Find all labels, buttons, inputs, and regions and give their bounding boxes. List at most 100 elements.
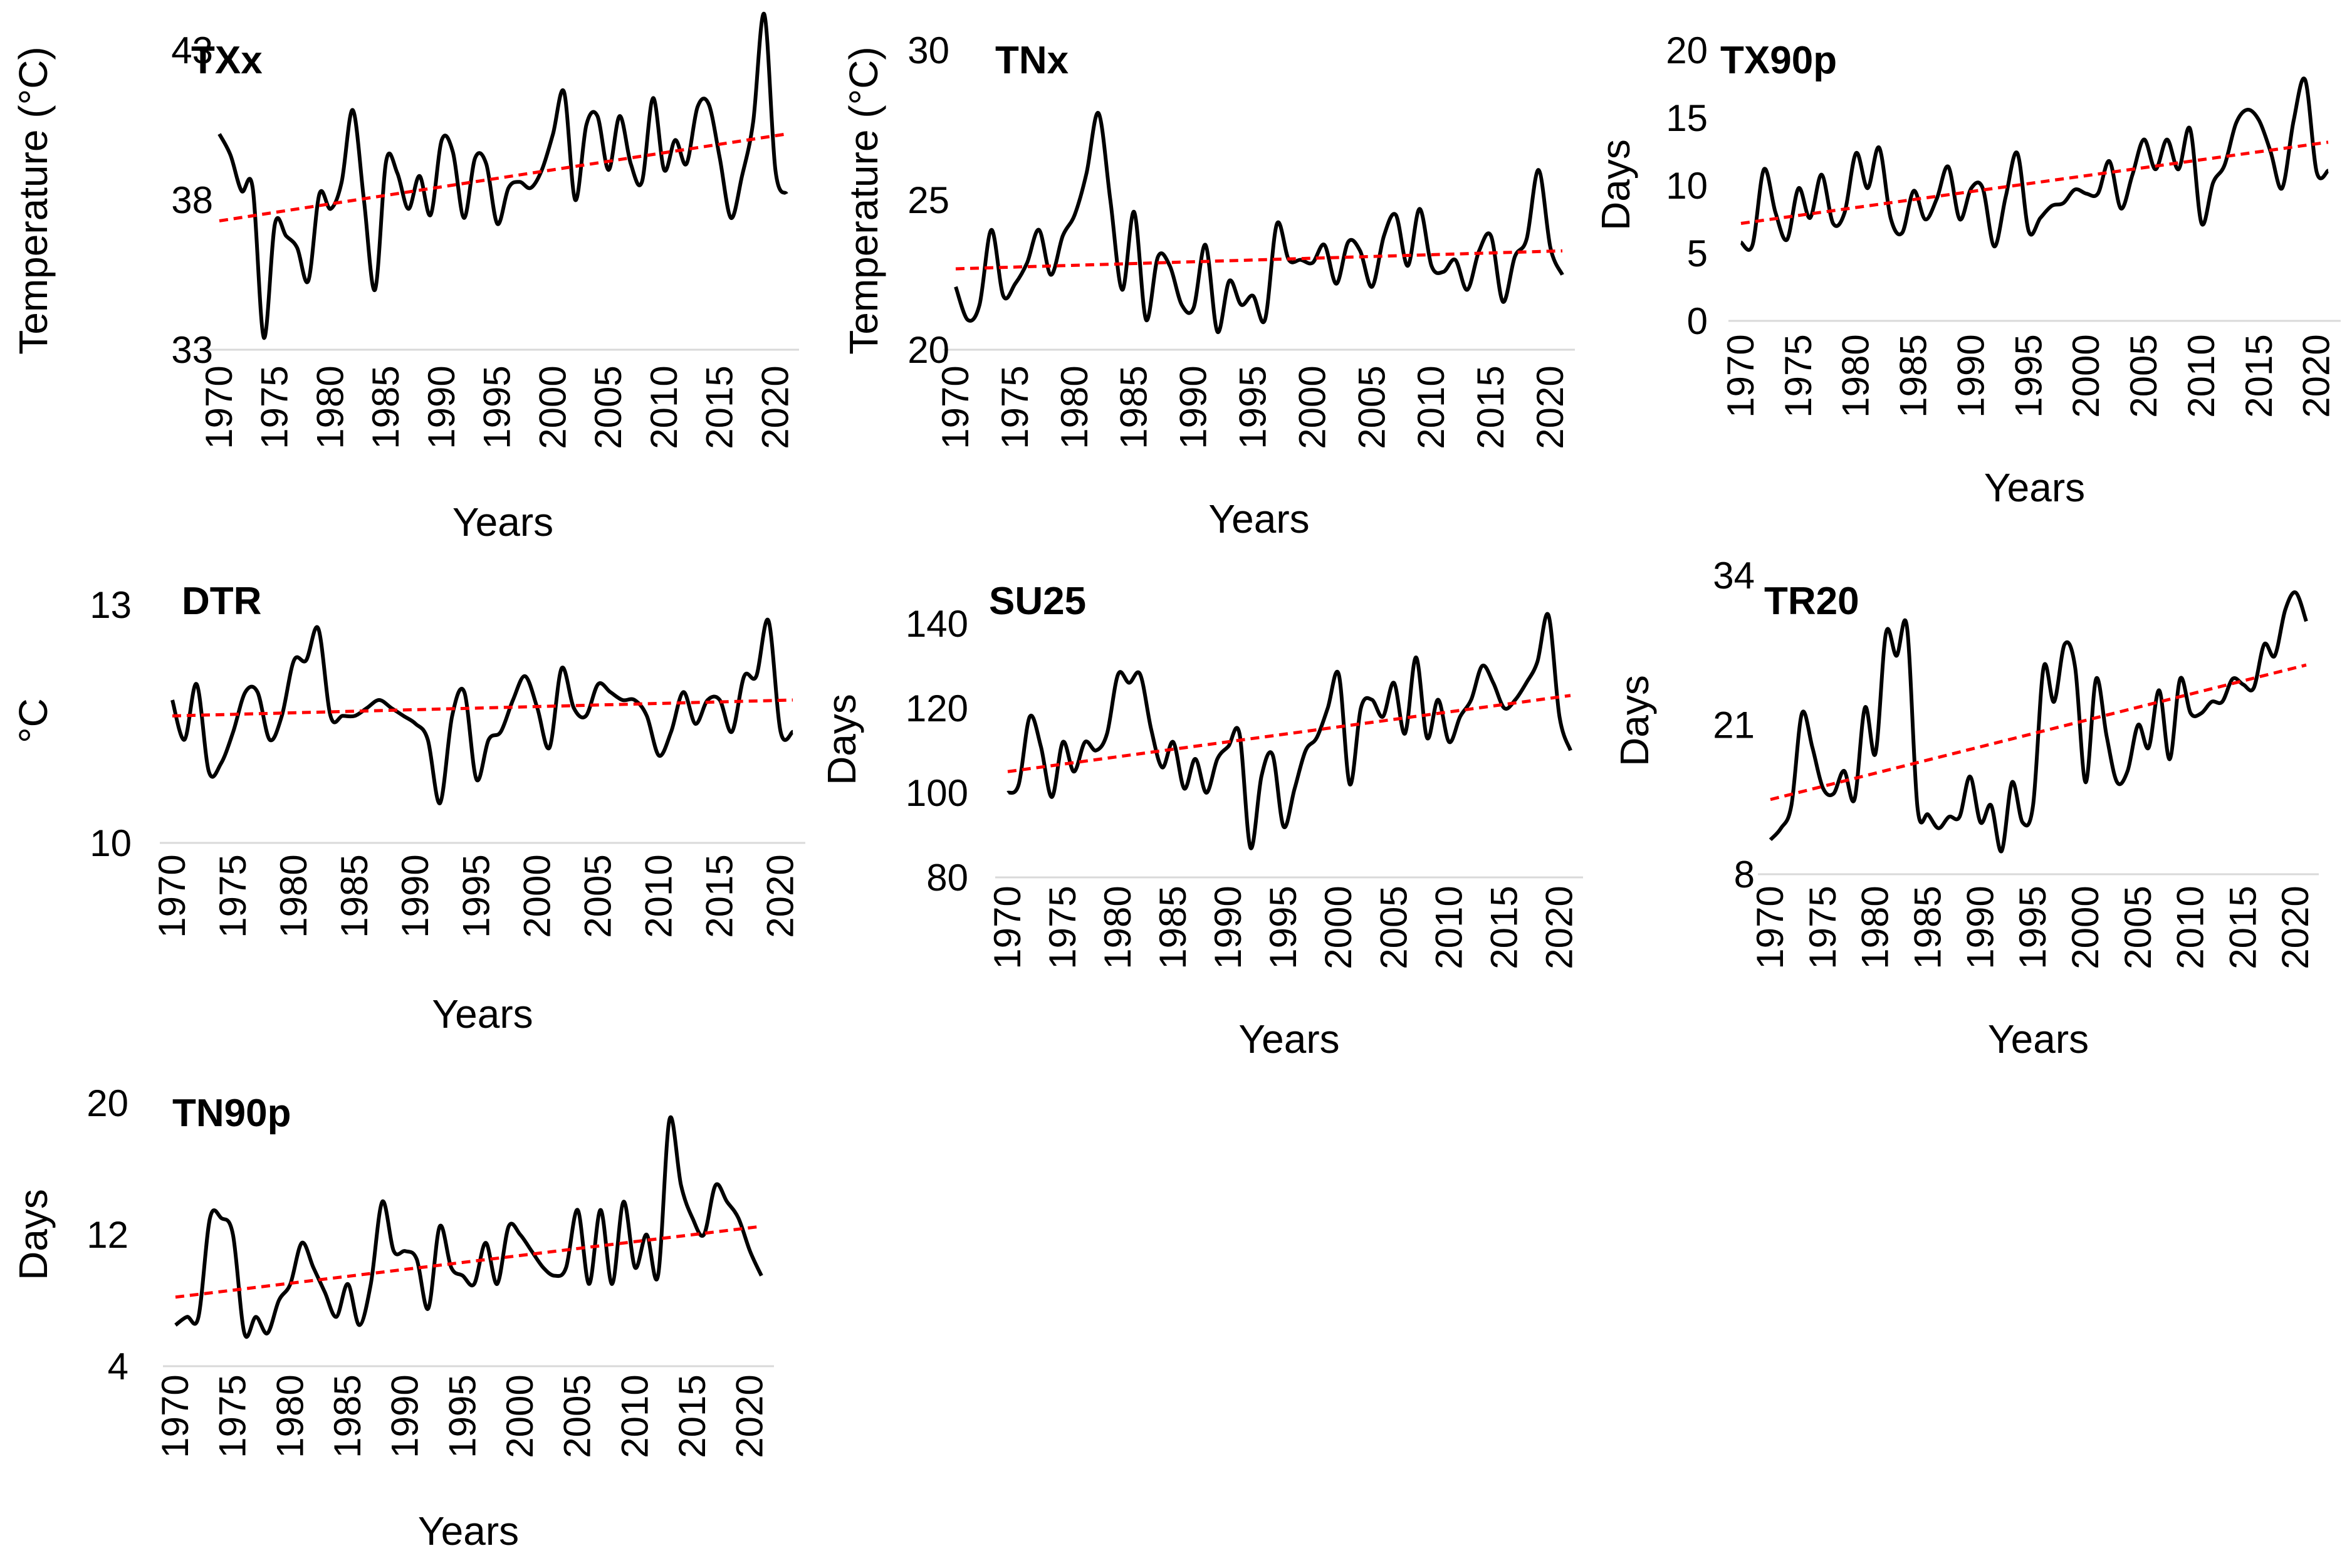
x-axis-title: Years	[1988, 1017, 2089, 1062]
x-tick-label: 1975	[212, 854, 254, 938]
x-tick-label: 1985	[1893, 334, 1935, 417]
x-tick-label: 1970	[1720, 334, 1762, 417]
x-tick-label: 2000	[2064, 886, 2106, 969]
x-tick-label: 1990	[384, 1374, 426, 1458]
y-tick-label: 25	[907, 179, 949, 221]
y-tick-label: 20	[86, 1082, 128, 1124]
x-tick-label: 2020	[729, 1374, 771, 1458]
x-tick-label: 2015	[2222, 886, 2264, 969]
series-line	[217, 12, 788, 340]
x-tick-label: 2000	[2065, 334, 2107, 417]
x-tick-label: 1975	[994, 365, 1036, 449]
x-tick-label: 1985	[333, 854, 375, 938]
y-tick-label: 0	[1687, 300, 1708, 342]
x-axis-title: Years	[1208, 496, 1309, 541]
x-tick-label: 1975	[1042, 886, 1084, 969]
x-tick-label: 1995	[2012, 886, 2054, 969]
x-tick-label: 2010	[1428, 886, 1470, 969]
x-tick-label: 2000	[531, 365, 573, 449]
x-tick-label: 1985	[1113, 365, 1155, 449]
series-line	[170, 617, 794, 805]
trend-line	[175, 1225, 762, 1299]
x-tick-label: 1970	[934, 365, 976, 449]
y-tick-label: 80	[926, 857, 968, 899]
x-tick-label: 2020	[1538, 886, 1580, 969]
y-tick-label: 8	[1734, 854, 1755, 896]
x-tick-label: 1970	[154, 1374, 196, 1458]
trend-line	[172, 698, 793, 718]
x-tick-label: 2005	[2123, 334, 2165, 417]
x-tick-label: 1975	[1802, 886, 1844, 969]
x-tick-label: 2000	[499, 1374, 541, 1458]
y-axis-title: Temperature (°C)	[841, 46, 886, 355]
panel-dtr: 10 13 1970 1975 1980 1985 1990 1995 2000 2005 2010…	[11, 580, 805, 1037]
y-tick-label: 4	[108, 1346, 128, 1388]
x-tick-label: 1980	[1835, 334, 1877, 417]
x-tick-label: 1995	[455, 854, 497, 938]
x-tick-label: 1975	[254, 365, 296, 449]
x-tick-label: 2015	[1483, 886, 1525, 969]
x-tick-label: 1980	[1097, 886, 1139, 969]
x-tick-label: 2005	[1351, 365, 1393, 449]
trend-line	[219, 132, 787, 222]
trend-line	[955, 249, 1563, 271]
x-tick-label: 2005	[1372, 886, 1414, 969]
series-line	[1769, 590, 2308, 854]
x-tick-label: 2010	[2170, 886, 2212, 969]
x-tick-label: 2005	[2117, 886, 2159, 969]
y-tick-label: 34	[1713, 555, 1755, 597]
y-tick-label: 33	[171, 329, 213, 371]
x-tick-label: 1995	[1232, 365, 1274, 449]
y-axis-title: Temperature (°C)	[11, 46, 56, 355]
panel-title: TR20	[1764, 580, 1859, 623]
x-tick-label: 2000	[516, 854, 558, 938]
y-tick-label: 140	[906, 603, 968, 645]
x-tick-label: 2015	[699, 854, 741, 938]
x-axis-title: Years	[1984, 465, 2085, 510]
y-tick-label: 15	[1666, 97, 1708, 139]
panel-title: TX90p	[1720, 39, 1837, 82]
x-tick-label: 1980	[273, 854, 315, 938]
x-tick-label: 1980	[269, 1374, 311, 1458]
x-tick-label: 1970	[986, 886, 1028, 969]
panel-su25: 80 100 120 140 1970 1975 1980 1985 1990 1995 2000 2…	[819, 580, 1583, 1062]
y-tick-label: 100	[906, 772, 968, 814]
series-line	[1740, 76, 2329, 252]
x-tick-label: 1990	[394, 854, 436, 938]
trend-line	[1007, 694, 1571, 773]
y-tick-label: 38	[171, 179, 213, 221]
x-tick-label: 1970	[151, 854, 193, 938]
x-tick-label: 1985	[365, 365, 407, 449]
x-tick-label: 2000	[1317, 886, 1359, 969]
series-line	[1006, 612, 1572, 850]
x-tick-label: 2020	[754, 365, 796, 449]
panel-tnx: 20 25 30 1970 1975 1980 1985 1990 1995 2000 2005 20…	[841, 29, 1575, 541]
panel-title: TNx	[995, 39, 1069, 82]
panel-txx: 33 38 43 1970 1975 1980 1985 1990 1995 2000 2005 20…	[11, 12, 799, 545]
y-tick-label: 30	[907, 29, 949, 71]
y-axis-title: °C	[11, 698, 56, 743]
x-axis-title: Years	[418, 1508, 519, 1554]
x-tick-label: 2015	[2238, 334, 2280, 417]
panel-tr20: 8 21 34 1970 1975 1980 1985 1990 1995 2000 2005 201…	[1612, 555, 2319, 1062]
y-tick-label: 21	[1713, 704, 1755, 746]
y-tick-label: 20	[1666, 29, 1708, 71]
x-axis-title: Years	[1238, 1017, 1339, 1062]
panel-title: TN90p	[172, 1092, 291, 1135]
y-tick-label: 120	[906, 687, 968, 729]
series-line	[174, 1115, 763, 1339]
y-tick-label: 10	[1666, 165, 1708, 207]
x-tick-label: 2010	[614, 1374, 656, 1458]
x-tick-label: 2015	[1470, 365, 1512, 449]
x-tick-label: 2005	[587, 365, 629, 449]
x-tick-label: 1990	[1173, 365, 1215, 449]
x-tick-label: 1970	[1749, 886, 1791, 969]
x-tick-label: 2010	[1410, 365, 1452, 449]
trend-line	[1770, 663, 2307, 802]
y-tick-label: 12	[86, 1214, 128, 1256]
x-axis-title: Years	[452, 499, 553, 545]
y-axis-title: Days	[11, 1189, 56, 1280]
x-tick-label: 2010	[643, 365, 685, 449]
x-tick-label: 1970	[198, 365, 240, 449]
